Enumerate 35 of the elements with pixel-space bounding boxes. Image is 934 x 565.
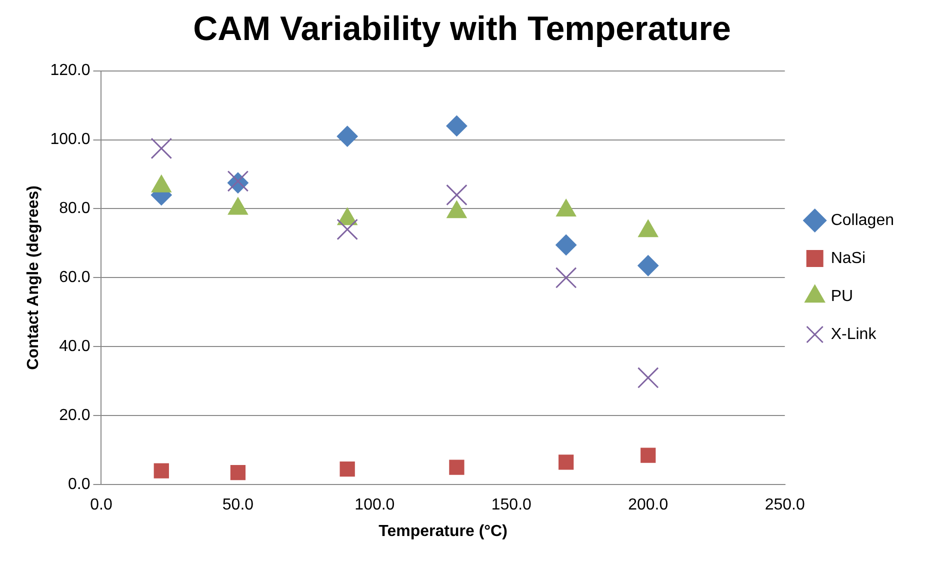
point: [637, 367, 659, 388]
y-tick-label: 80.0: [59, 200, 90, 218]
point: [340, 462, 355, 477]
point: [449, 460, 464, 475]
y-tick-label: 60.0: [59, 269, 90, 286]
y-tick-label: 100.0: [50, 131, 90, 148]
point: [638, 255, 659, 276]
x-tick-label: 150.0: [491, 496, 532, 514]
point: [230, 464, 246, 480]
point: [154, 463, 169, 478]
x-axis-title: Temperature (°C): [378, 522, 508, 540]
x-tick-label: 100.0: [354, 496, 395, 514]
point: [150, 138, 172, 160]
point: [336, 218, 358, 240]
y-tick-label: 120.0: [50, 62, 90, 80]
y-tick-label: 20.0: [59, 407, 90, 424]
point: [558, 454, 574, 470]
point: [555, 267, 577, 288]
legend-label: Collagen: [830, 212, 894, 229]
point: [446, 184, 468, 206]
legend-label: X-Link: [830, 326, 878, 343]
point: [640, 448, 656, 463]
chart-title: CAM Variability with Temperature: [193, 10, 731, 48]
point: [556, 234, 577, 256]
x-tick-label: 250.0: [764, 496, 805, 514]
y-tick-label: 40.0: [59, 338, 90, 356]
x-tick-label: 200.0: [628, 496, 668, 514]
y-axis-title: Contact Angle (degrees): [25, 186, 42, 370]
legend-label: PU: [830, 288, 854, 305]
x-tick-label: 0.0: [90, 496, 112, 514]
x-tick-label: 50.0: [222, 496, 254, 514]
legend-label: NaSi: [830, 250, 866, 267]
y-tick-label: 0.0: [68, 476, 90, 494]
point: [446, 115, 468, 136]
point: [336, 126, 358, 147]
